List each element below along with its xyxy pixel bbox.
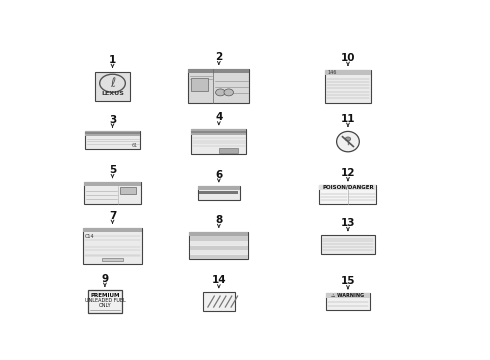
Text: 2: 2	[215, 52, 222, 62]
Bar	[190, 246, 247, 250]
Bar	[190, 232, 248, 236]
Bar	[198, 186, 240, 190]
Text: ONLY: ONLY	[98, 303, 111, 308]
Bar	[190, 241, 247, 245]
Bar	[319, 185, 376, 190]
Text: 14: 14	[212, 275, 226, 285]
Bar	[191, 129, 246, 154]
Bar	[319, 185, 376, 204]
Text: ℓ: ℓ	[110, 77, 115, 90]
Bar	[191, 131, 246, 132]
Bar	[191, 129, 246, 135]
Bar	[198, 186, 240, 199]
Text: 146: 146	[327, 70, 337, 75]
Text: 61: 61	[131, 143, 138, 148]
Bar	[325, 69, 371, 75]
Bar	[199, 191, 238, 194]
Bar	[326, 293, 370, 310]
Text: 5: 5	[109, 165, 116, 175]
Text: ⚠ WARNING: ⚠ WARNING	[331, 293, 365, 298]
Bar	[85, 131, 140, 149]
Bar	[102, 258, 123, 261]
Text: C14: C14	[85, 234, 95, 239]
Bar	[120, 187, 136, 194]
Bar	[190, 237, 247, 241]
Bar	[189, 69, 249, 103]
Text: 13: 13	[341, 218, 355, 228]
Bar	[189, 69, 249, 73]
Ellipse shape	[337, 131, 359, 152]
Text: 4: 4	[215, 112, 222, 122]
Bar	[326, 293, 370, 298]
Bar	[321, 235, 374, 253]
Bar	[83, 228, 142, 264]
Text: 12: 12	[341, 168, 355, 178]
Text: 10: 10	[341, 53, 355, 63]
Text: 8: 8	[215, 215, 222, 225]
Bar	[190, 250, 247, 254]
Text: 1: 1	[109, 55, 116, 65]
Text: UNLEADED FUEL: UNLEADED FUEL	[85, 298, 125, 303]
Text: 6: 6	[215, 170, 222, 180]
Text: 3: 3	[109, 114, 116, 125]
Bar	[325, 69, 371, 103]
Bar	[84, 182, 141, 204]
Text: 9: 9	[101, 274, 108, 284]
Text: POISON/DANGER: POISON/DANGER	[322, 185, 374, 190]
Bar	[203, 292, 235, 311]
Bar	[190, 232, 248, 260]
Bar	[88, 291, 122, 312]
Text: PREMIUM: PREMIUM	[90, 293, 120, 298]
Circle shape	[345, 137, 351, 141]
Bar	[219, 148, 238, 153]
Bar	[190, 255, 247, 259]
Bar	[84, 182, 141, 186]
Bar	[83, 228, 142, 232]
Circle shape	[224, 89, 233, 96]
Bar	[85, 132, 140, 134]
Text: 15: 15	[341, 276, 355, 286]
Text: 7: 7	[109, 211, 116, 221]
Text: LEXUS: LEXUS	[101, 91, 124, 96]
Bar	[96, 72, 129, 101]
Bar	[191, 78, 208, 91]
Text: 11: 11	[341, 114, 355, 124]
Bar	[85, 131, 140, 136]
Circle shape	[216, 89, 225, 96]
